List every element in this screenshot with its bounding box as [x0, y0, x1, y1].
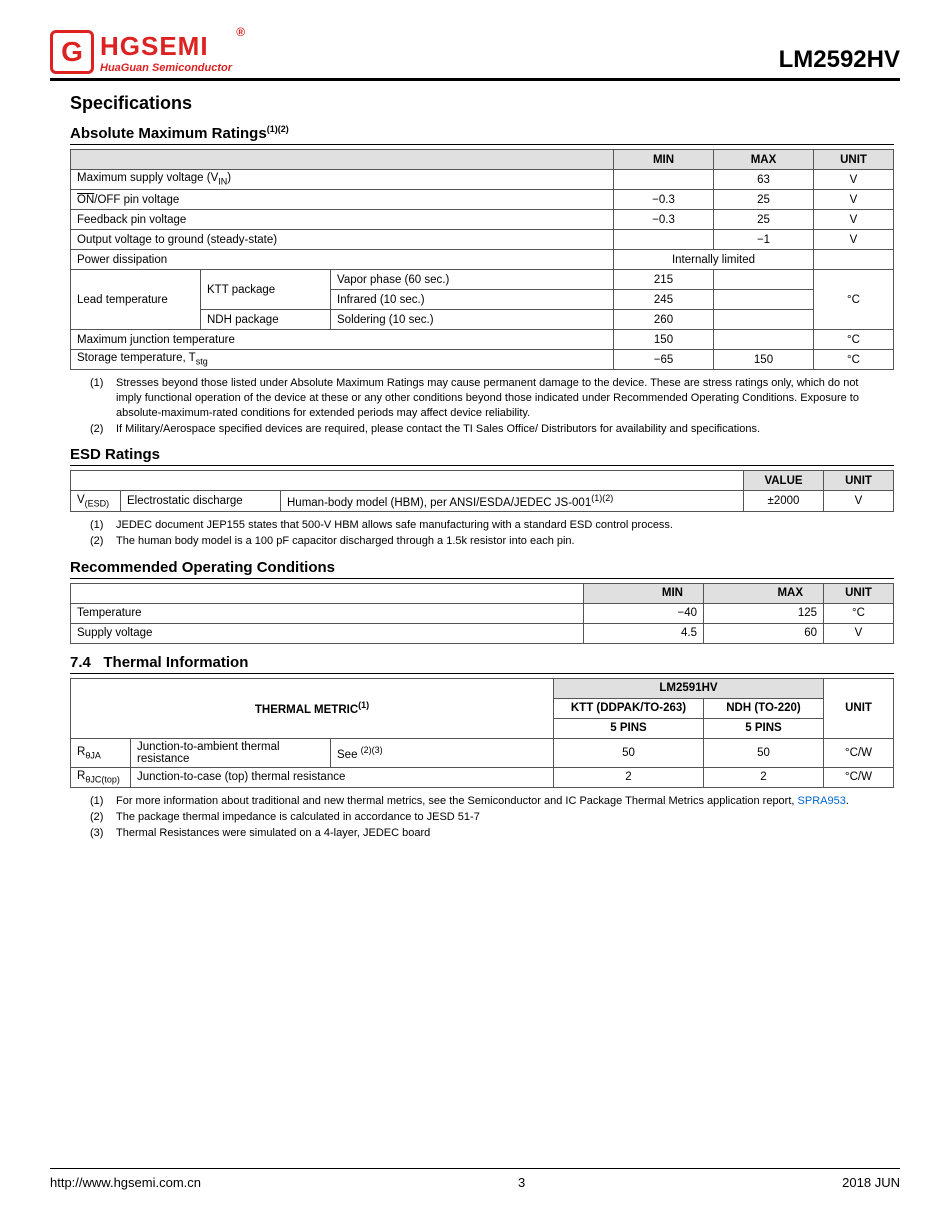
table-row: Power dissipation Internally limited	[71, 250, 894, 270]
esd-table: VALUE UNIT V(ESD) Electrostatic discharg…	[70, 470, 894, 512]
roc-heading: Recommended Operating Conditions	[70, 559, 894, 579]
page-footer: http://www.hgsemi.com.cn 3 2018 JUN	[50, 1168, 900, 1190]
table-row: V(ESD) Electrostatic discharge Human-bod…	[71, 491, 894, 512]
page-header: G HGSEMI® HuaGuan Semiconductor LM2592HV	[50, 30, 900, 81]
amr-notes: (1)Stresses beyond those listed under Ab…	[90, 376, 880, 436]
table-row: Temperature−40125°C	[71, 603, 894, 623]
page-title: Specifications	[70, 93, 900, 114]
table-row: RθJA Junction-to-ambient thermal resista…	[71, 738, 894, 767]
table-row: Supply voltage4.560V	[71, 623, 894, 643]
amr-table: MIN MAX UNIT Maximum supply voltage (VIN…	[70, 149, 894, 370]
footer-page: 3	[518, 1175, 525, 1190]
table-row: Maximum supply voltage (VIN) 63V	[71, 170, 894, 190]
table-row: Storage temperature, Tstg −65150°C	[71, 350, 894, 370]
table-row: Lead temperature KTT package Vapor phase…	[71, 270, 894, 290]
table-row: ON/OFF pin voltage −0.325V	[71, 190, 894, 210]
footer-url: http://www.hgsemi.com.cn	[50, 1175, 201, 1190]
footer-date: 2018 JUN	[842, 1175, 900, 1190]
logo-brand: HGSEMI®	[100, 31, 232, 62]
table-row: Feedback pin voltage −0.325V	[71, 210, 894, 230]
thermal-heading: 7.4 Thermal Information	[70, 654, 894, 674]
table-row: Output voltage to ground (steady-state) …	[71, 230, 894, 250]
esd-heading: ESD Ratings	[70, 446, 894, 466]
logo: G HGSEMI® HuaGuan Semiconductor	[50, 30, 232, 74]
roc-table: MIN MAX UNIT Temperature−40125°C Supply …	[70, 583, 894, 644]
esd-notes: (1)JEDEC document JEP155 states that 500…	[90, 518, 880, 549]
table-row: RθJC(top) Junction-to-case (top) thermal…	[71, 767, 894, 787]
amr-heading: Absolute Maximum Ratings(1)(2)	[70, 124, 894, 145]
spra953-link[interactable]: SPRA953	[798, 795, 846, 807]
logo-subtitle: HuaGuan Semiconductor	[100, 62, 232, 74]
part-number: LM2592HV	[779, 46, 900, 74]
thermal-table: THERMAL METRIC(1) LM2591HV UNIT KTT (DDP…	[70, 678, 894, 788]
table-row: Maximum junction temperature 150°C	[71, 330, 894, 350]
logo-icon: G	[50, 30, 94, 74]
thermal-notes: (1)For more information about traditiona…	[90, 794, 880, 841]
